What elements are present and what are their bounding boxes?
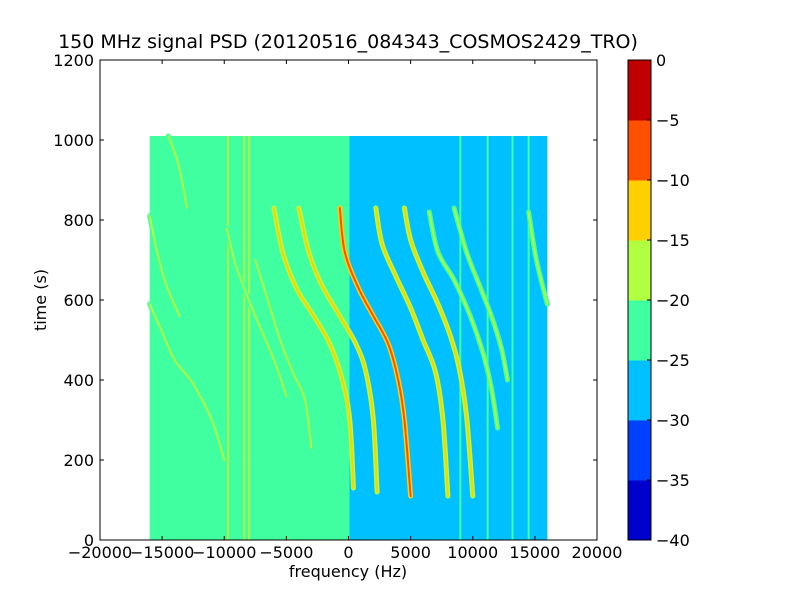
chart-title: 150 MHz signal PSD (20120516_084343_COSM… [58,31,638,53]
colorbar-tick-label: −30 [656,411,690,430]
doppler-trace [403,207,474,497]
x-tick-label: 0 [343,543,353,562]
x-tick-label: −20000 [68,543,132,562]
y-tick-label: 1200 [53,51,94,70]
y-tick-label: 400 [63,371,94,390]
colorbar-segment [628,480,651,541]
doppler-trace [338,207,412,497]
colorbar-tick-label: −25 [656,351,690,370]
x-axis-label: frequency (Hz) [289,562,407,581]
colorbar-tick-label: −5 [656,111,680,130]
colorbar-segment [628,360,651,421]
x-tick-label: −10000 [192,543,256,562]
doppler-trace [428,211,499,429]
colorbar-segment [628,420,651,481]
colorbar-segment [628,60,651,121]
colorbar-tick-label: 0 [656,51,666,70]
colorbar-tick-label: −40 [656,531,690,550]
axes: −20000−15000−10000 −5000 0 5000 10000 15000 20… [53,51,622,562]
y-tick-label: 200 [63,451,94,470]
spectrogram [147,133,550,540]
colorbar-tick-label: −35 [656,471,690,490]
doppler-trace [527,211,549,305]
x-tick-label: −5000 [259,543,313,562]
colorbar-tick-label: −20 [656,291,690,310]
colorbar-tick-label: −10 [656,171,690,190]
colorbar-segment [628,300,651,361]
colorbar-segment [628,240,651,301]
doppler-trace [374,207,449,497]
x-tick-label: 15000 [509,543,560,562]
x-tick-label: −15000 [130,543,194,562]
colorbar-tick-label: −15 [656,231,690,250]
y-tick-label: 1000 [53,131,94,150]
colorbar: −40 −35 −30 −25 −20 −15 −10 −5 0 [627,51,690,550]
doppler-trace [148,215,181,317]
x-tick-label: 10000 [447,543,498,562]
y-tick-label: 600 [63,291,94,310]
doppler-trace [148,303,226,461]
x-tick-label: 5000 [390,543,431,562]
y-tick-label: 0 [84,531,94,550]
doppler-trace [254,259,313,449]
colorbar-segment [628,120,651,181]
doppler-trace [167,135,188,209]
doppler-trace [225,227,288,397]
y-axis-label: time (s) [31,269,50,331]
doppler-trace [297,207,379,493]
x-tick-label: 20000 [572,543,623,562]
doppler-trace [272,207,355,489]
colorbar-segment [628,180,651,241]
doppler-trace [453,207,509,381]
y-tick-label: 800 [63,211,94,230]
